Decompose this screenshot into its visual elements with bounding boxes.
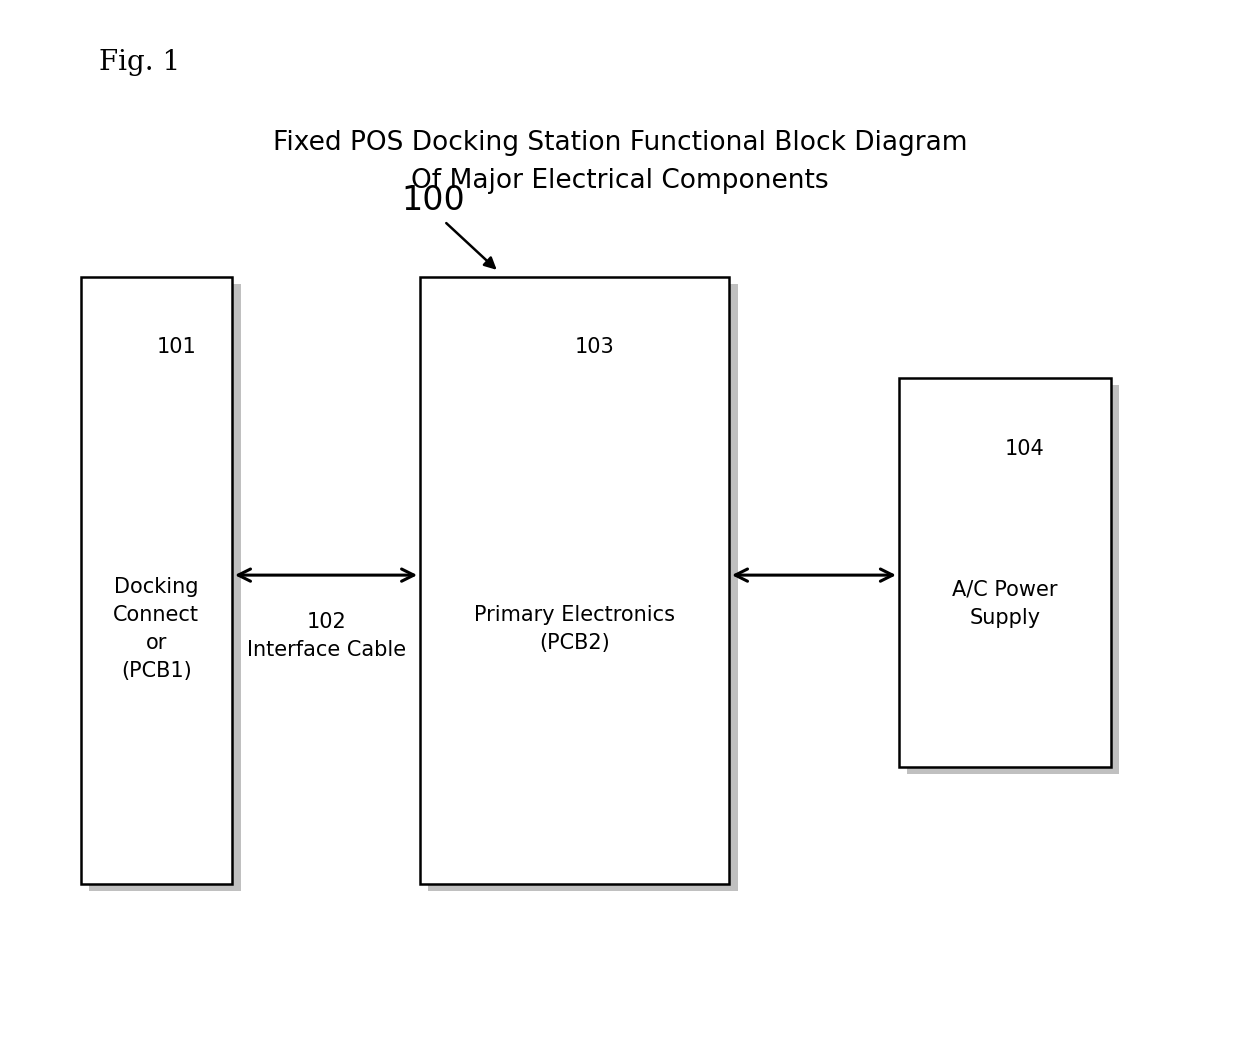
Text: 100: 100: [402, 185, 465, 217]
Bar: [908, 385, 1120, 774]
Bar: [429, 284, 738, 890]
Text: Primary Electronics
(PCB2): Primary Electronics (PCB2): [474, 605, 675, 652]
Text: Fig. 1: Fig. 1: [99, 49, 180, 76]
Bar: [89, 284, 241, 890]
Text: A/C Power
Supply: A/C Power Supply: [952, 580, 1058, 628]
Text: Docking
Connect
or
(PCB1): Docking Connect or (PCB1): [113, 577, 200, 681]
Bar: [81, 276, 232, 883]
Text: Fixed POS Docking Station Functional Block Diagram
Of Major Electrical Component: Fixed POS Docking Station Functional Blo…: [273, 130, 967, 194]
Bar: [420, 276, 729, 883]
Bar: [899, 378, 1111, 767]
Text: 101: 101: [156, 338, 196, 357]
Text: 104: 104: [1004, 438, 1044, 458]
Text: 102
Interface Cable: 102 Interface Cable: [247, 612, 407, 660]
Text: 103: 103: [574, 338, 614, 357]
